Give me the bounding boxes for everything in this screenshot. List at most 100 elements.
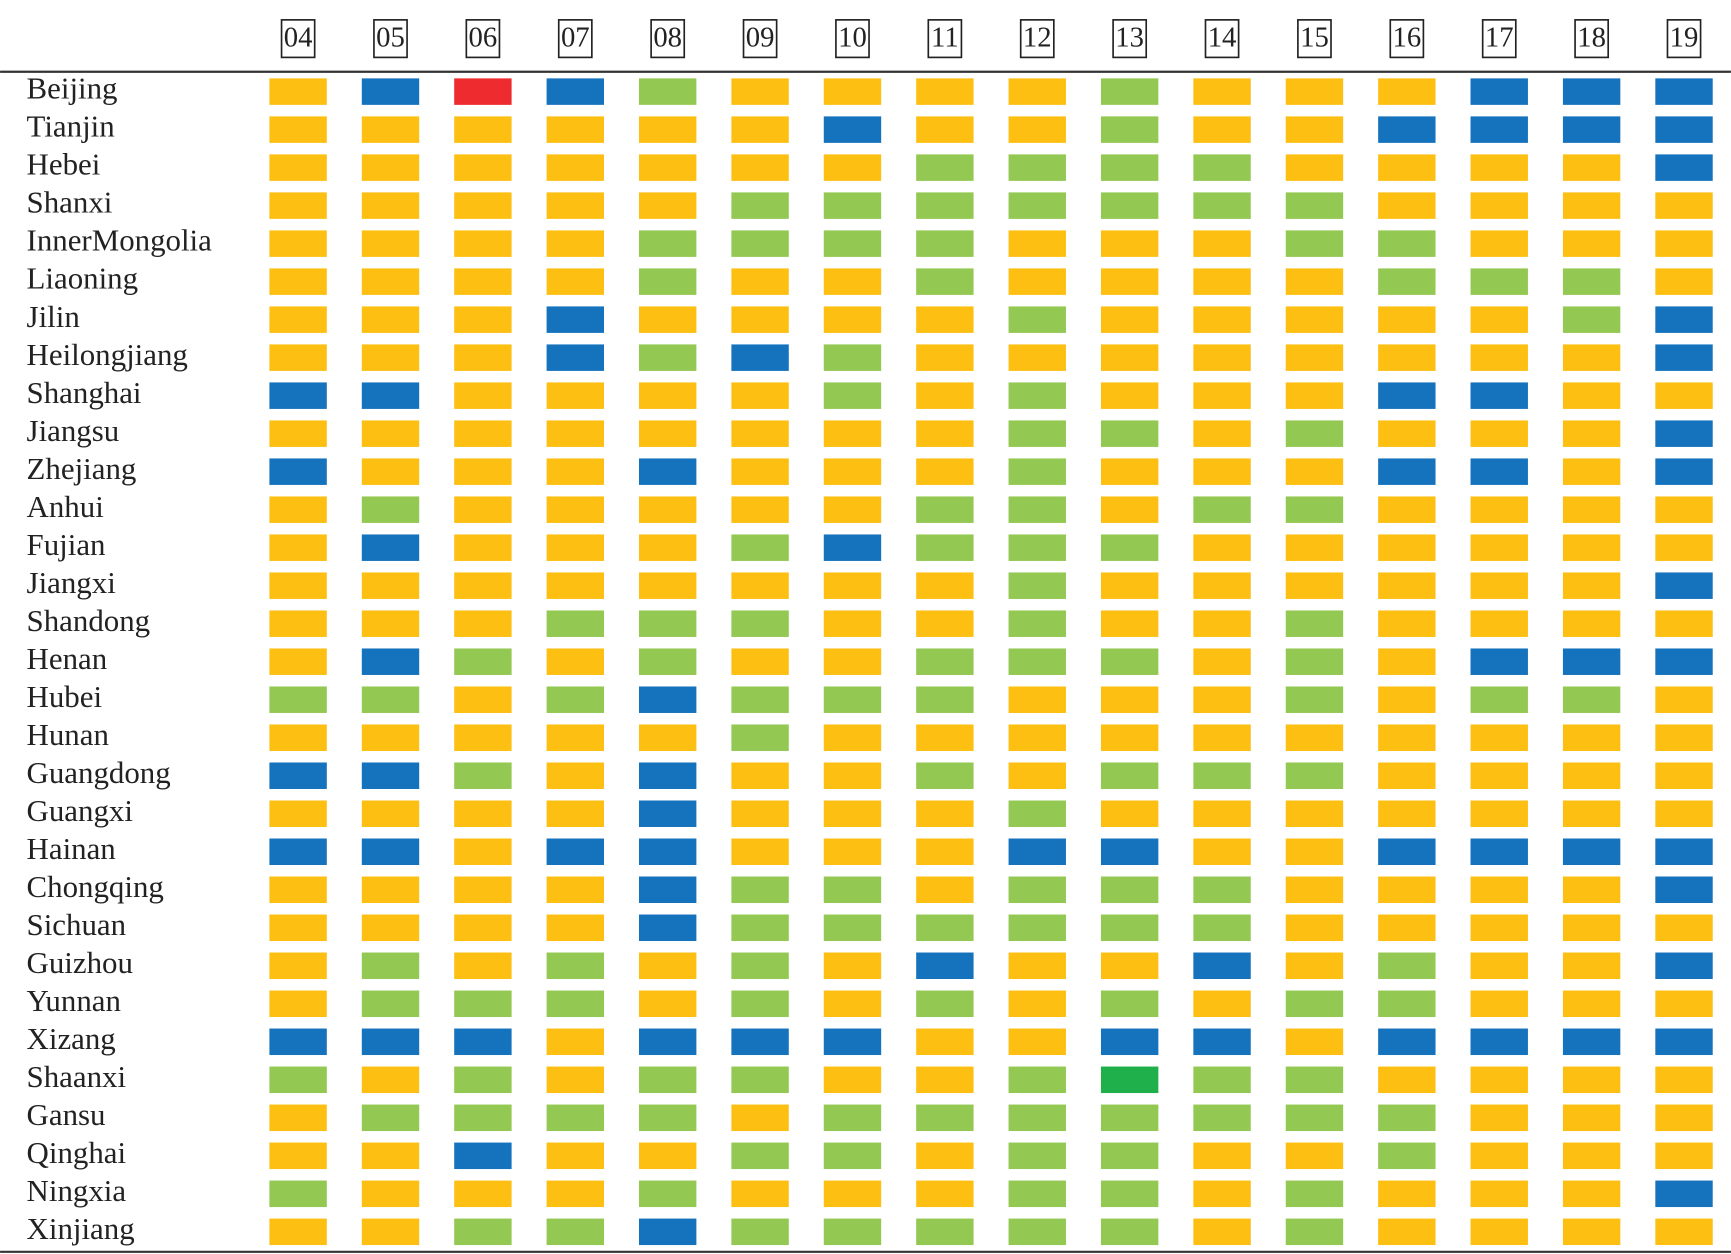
cell — [823, 876, 882, 904]
cell — [1100, 572, 1159, 599]
cell — [1655, 382, 1713, 409]
cell — [823, 990, 882, 1018]
cell — [1008, 382, 1066, 409]
cell — [638, 876, 697, 904]
cell — [1100, 1104, 1159, 1132]
cell — [454, 724, 512, 751]
cell — [1100, 1066, 1159, 1094]
cell — [361, 990, 420, 1018]
cell — [1008, 154, 1066, 181]
cell — [916, 230, 974, 257]
cell — [361, 800, 420, 827]
cell — [1100, 914, 1159, 942]
cell — [361, 116, 420, 143]
column-header: 18 — [1577, 21, 1606, 53]
cell — [361, 192, 420, 219]
cell — [454, 1066, 512, 1094]
cell — [361, 458, 420, 485]
cell — [1378, 724, 1436, 751]
cell — [1378, 648, 1436, 675]
cell — [1378, 230, 1436, 257]
cell — [1193, 724, 1251, 751]
cell — [1285, 1180, 1344, 1208]
cell — [1378, 534, 1436, 561]
cell — [1655, 78, 1713, 105]
cell — [1655, 1142, 1713, 1170]
cell — [1193, 990, 1251, 1018]
cell — [823, 344, 882, 371]
cell — [269, 268, 327, 295]
cell — [916, 838, 974, 865]
cell — [1193, 572, 1251, 599]
cell — [1378, 458, 1436, 485]
cell — [1378, 876, 1436, 904]
cell — [1100, 876, 1159, 904]
cell — [1285, 800, 1344, 827]
row-label: Yunnan — [27, 983, 121, 1018]
cell — [731, 800, 789, 827]
cell — [1562, 458, 1621, 485]
cell — [454, 420, 512, 447]
cell — [823, 1104, 882, 1132]
cell — [1193, 686, 1251, 713]
cell — [546, 876, 604, 904]
cell — [1655, 534, 1713, 561]
cell — [1100, 800, 1159, 827]
cell — [731, 154, 789, 181]
cell — [638, 914, 697, 942]
cell — [731, 762, 789, 789]
cell — [638, 78, 697, 105]
cell — [731, 1180, 789, 1208]
cell — [916, 78, 974, 105]
cell — [1008, 1104, 1066, 1132]
cell — [1008, 800, 1066, 827]
cell — [1655, 306, 1713, 333]
cell — [269, 838, 327, 865]
cell — [546, 686, 604, 713]
row-label: Hubei — [27, 679, 103, 714]
cell — [916, 382, 974, 409]
cell — [731, 610, 789, 637]
cell — [1100, 762, 1159, 789]
cell — [1378, 420, 1436, 447]
cell — [1008, 1142, 1066, 1170]
column-header-box — [1297, 19, 1332, 59]
cell — [916, 648, 974, 675]
cell — [1655, 230, 1713, 257]
cell — [454, 762, 512, 789]
column-header: 15 — [1300, 21, 1329, 53]
cell — [731, 990, 789, 1018]
cell — [454, 230, 512, 257]
cell — [823, 1028, 882, 1056]
cell — [1562, 496, 1621, 523]
cell — [1193, 1142, 1251, 1170]
cell — [361, 534, 420, 561]
cell — [546, 990, 604, 1018]
cell — [1378, 1104, 1436, 1132]
row-label: Zhejiang — [27, 451, 137, 486]
cell — [1100, 1142, 1159, 1170]
cell — [1470, 1104, 1528, 1132]
cell — [823, 496, 882, 523]
cell — [638, 344, 697, 371]
cell — [1470, 572, 1528, 599]
cell — [1655, 458, 1713, 485]
cell — [269, 990, 327, 1018]
cell — [823, 1142, 882, 1170]
column-header: 19 — [1670, 21, 1699, 53]
column-header-box — [927, 19, 963, 59]
cell — [1470, 838, 1528, 865]
cell — [1193, 1218, 1251, 1246]
cell — [731, 344, 789, 371]
cell — [1100, 230, 1159, 257]
cell — [1285, 1142, 1344, 1170]
cell — [454, 610, 512, 637]
cell — [1008, 572, 1066, 599]
cell — [731, 1066, 789, 1094]
cell — [1008, 458, 1066, 485]
cell — [454, 116, 512, 143]
cell — [638, 838, 697, 865]
cell — [269, 420, 327, 447]
